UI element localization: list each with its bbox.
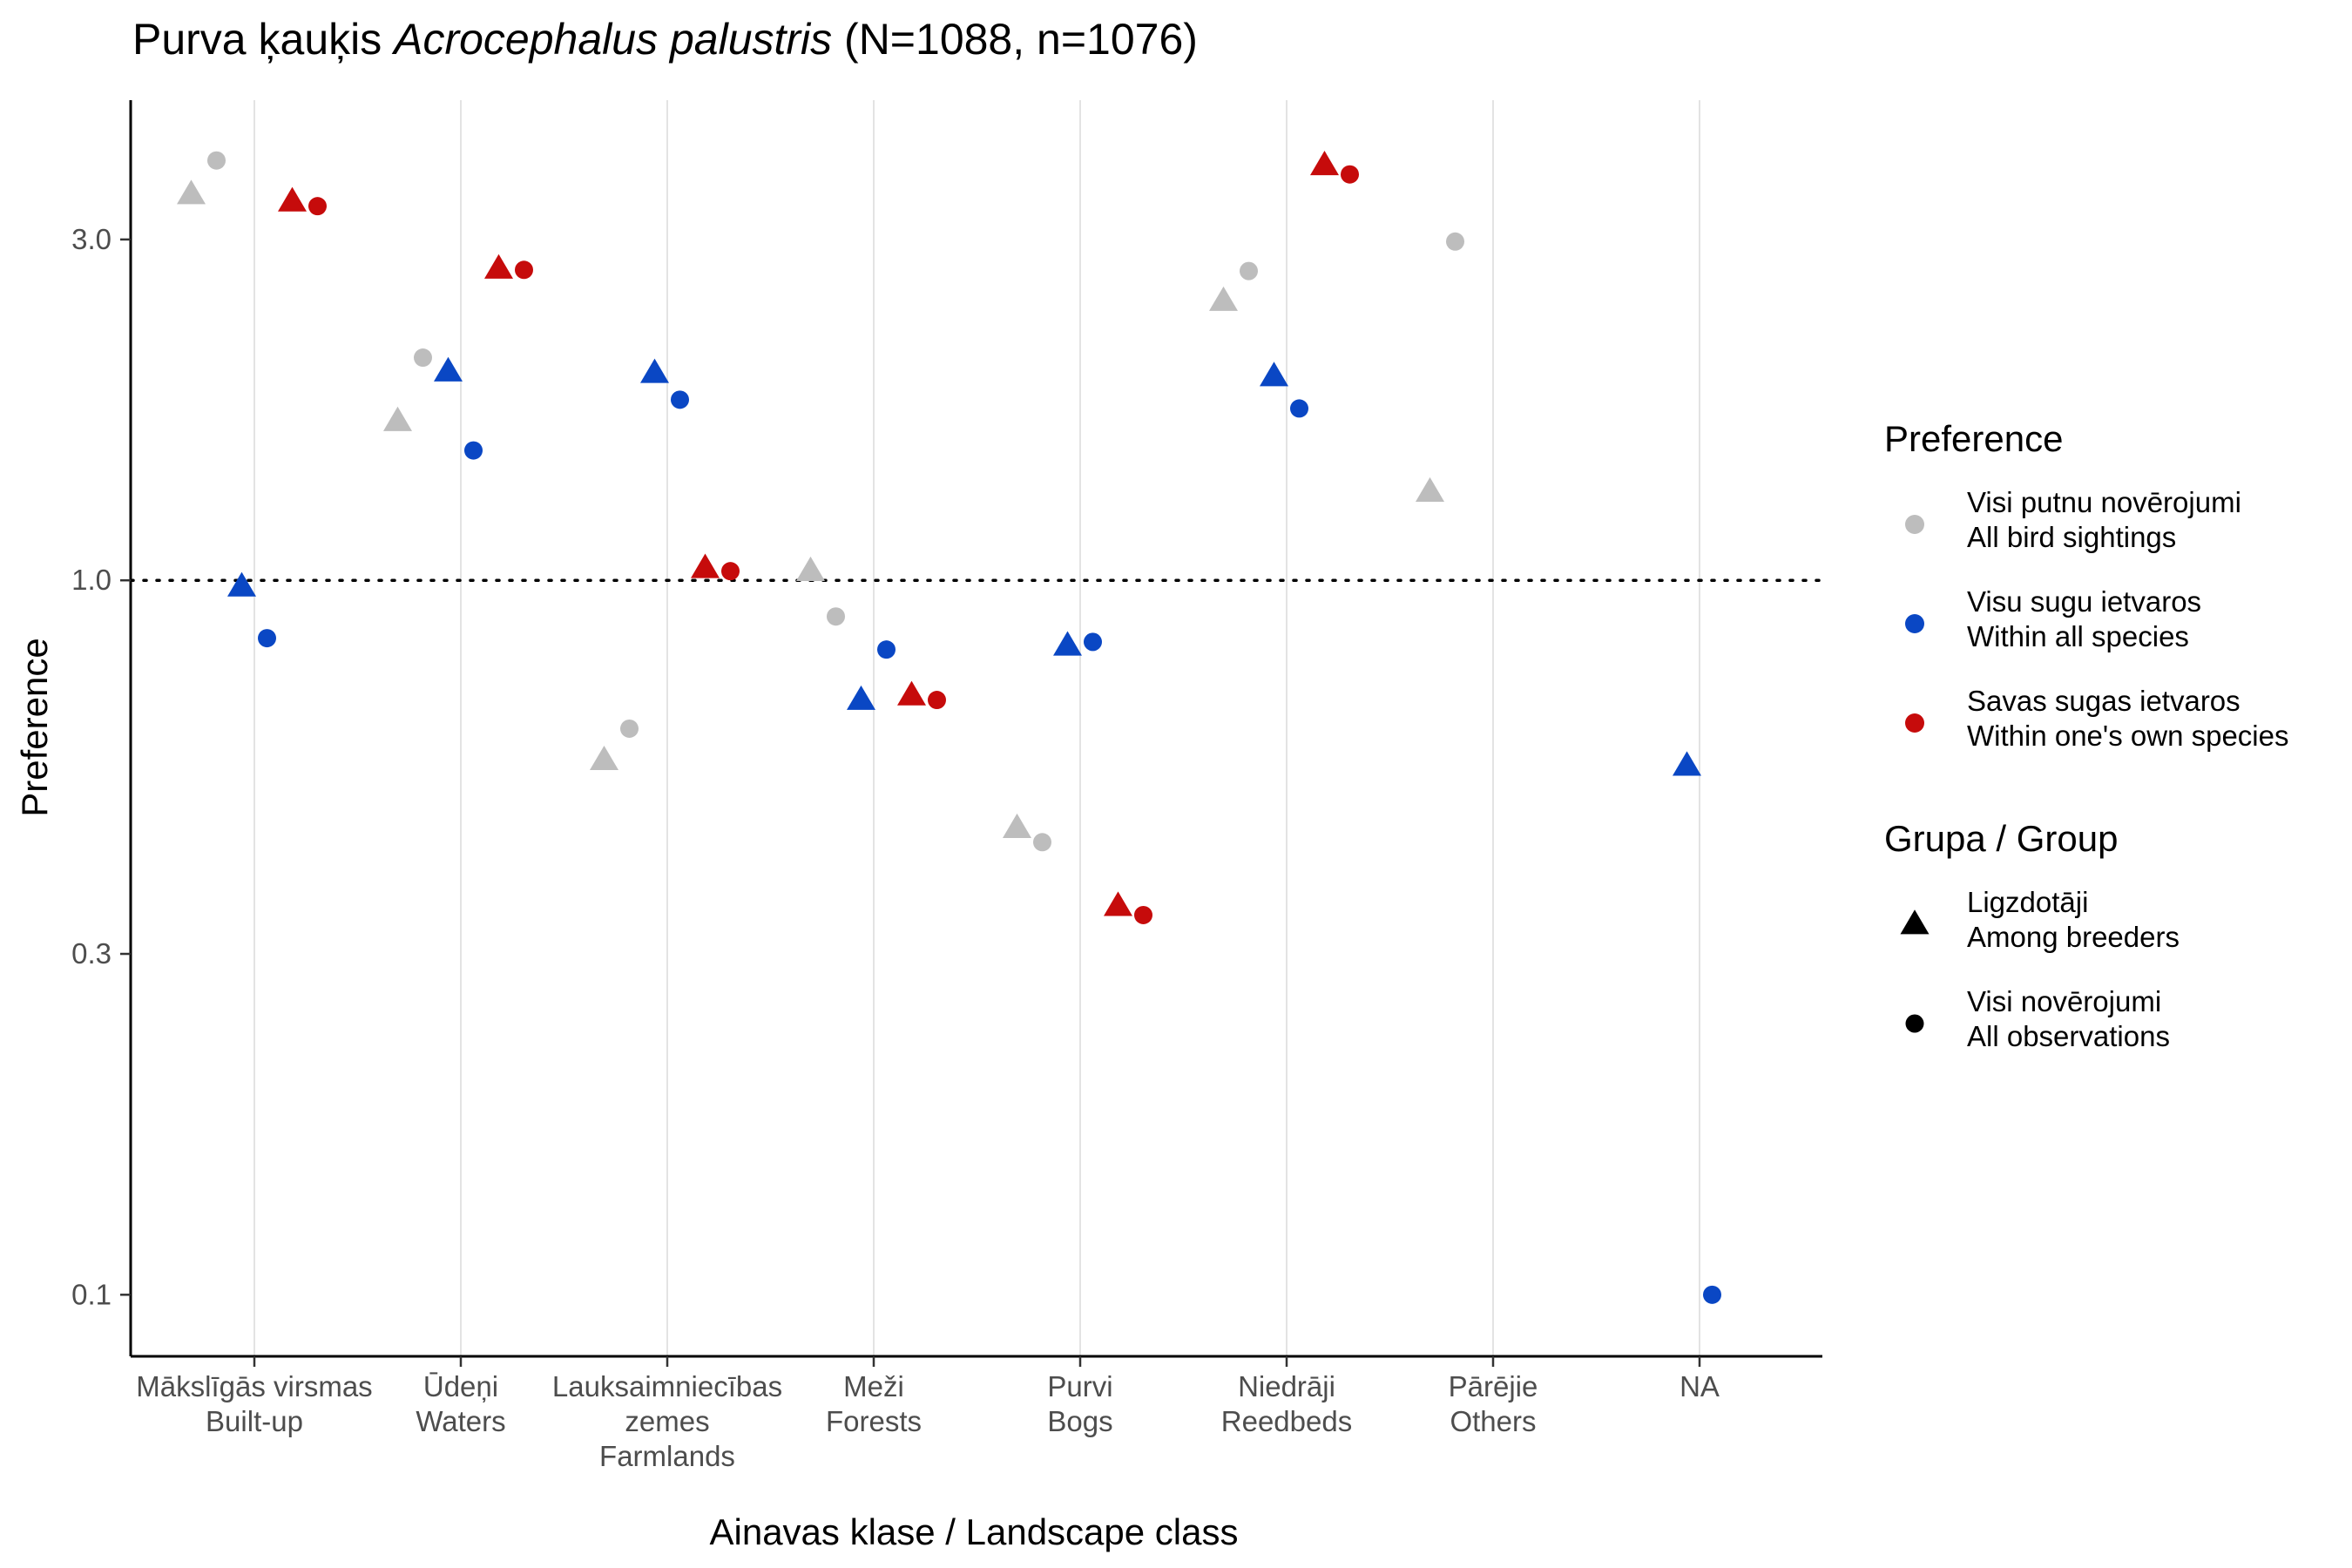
point-within_all-breeders-14 bbox=[640, 358, 669, 383]
point-within_own-breeders-22 bbox=[897, 680, 926, 706]
point-within_all-all-27 bbox=[1084, 632, 1102, 652]
x-tick-label-5: Niedrāji Reedbeds bbox=[1221, 1370, 1352, 1437]
point-all_sightings-breeders-24 bbox=[1003, 813, 1031, 838]
point-within_own-breeders-28 bbox=[1104, 891, 1132, 916]
point-within_own-all-23 bbox=[928, 691, 946, 710]
point-all_sightings-breeders-30 bbox=[1209, 286, 1238, 311]
point-within_all-breeders-8 bbox=[434, 356, 463, 382]
point-within_all-all-33 bbox=[1290, 399, 1308, 418]
point-all_sightings-breeders-18 bbox=[796, 556, 825, 582]
point-within_all-breeders-38 bbox=[1673, 751, 1701, 776]
legend-pref-label-all_sightings: Visi putnu novērojumi All bird sightings bbox=[1967, 486, 2241, 553]
point-all_sightings-all-25 bbox=[1033, 833, 1051, 852]
legend: Preference Visi putnu novērojumi All bird… bbox=[1884, 418, 2288, 1052]
legend-pref-key-within_own bbox=[1905, 713, 1924, 733]
point-all_sightings-all-13 bbox=[620, 719, 639, 738]
x-tick-label-1: Ūdeņi Waters bbox=[416, 1370, 505, 1437]
point-within_all-breeders-20 bbox=[847, 685, 875, 710]
legend-group-label-triangle: Ligzdotāji Among breeders bbox=[1967, 886, 2180, 953]
point-within_all-breeders-26 bbox=[1053, 631, 1082, 656]
legend-pref-key-within_all bbox=[1905, 614, 1924, 633]
y-axis-title: Preference bbox=[14, 638, 55, 816]
y-tick-label-0: 0.1 bbox=[71, 1278, 112, 1310]
legend-preference-title: Preference bbox=[1884, 418, 2063, 459]
legend-pref-key-all_sightings bbox=[1905, 515, 1924, 534]
chart-title: Purva ķauķis Acrocephalus palustris (N=1… bbox=[132, 15, 1198, 64]
point-within_own-breeders-16 bbox=[691, 553, 720, 578]
point-within_own-breeders-10 bbox=[484, 253, 513, 279]
legend-pref-label-within_own: Savas sugas ietvaros Within one's own spe… bbox=[1967, 685, 2288, 752]
chart-title-counts: (N=1088, n=1076) bbox=[832, 15, 1198, 64]
point-all_sightings-all-37 bbox=[1446, 232, 1464, 251]
point-within_own-all-5 bbox=[308, 197, 327, 216]
point-within_all-all-21 bbox=[877, 640, 896, 659]
y-tick-label-3: 3.0 bbox=[71, 223, 112, 255]
point-all_sightings-breeders-0 bbox=[177, 179, 206, 205]
grid-layer bbox=[253, 100, 1700, 1356]
legend-pref-label-within_all: Visu sugu ietvaros Within all species bbox=[1967, 585, 2201, 652]
point-within_own-all-29 bbox=[1134, 905, 1152, 924]
legend-group-title: Grupa / Group bbox=[1884, 818, 2118, 859]
point-within_own-all-35 bbox=[1341, 165, 1359, 184]
point-within_own-all-17 bbox=[721, 562, 740, 581]
x-tick-label-2: Lauksaimniecības zemes Farmlands bbox=[552, 1370, 782, 1472]
points-layer bbox=[177, 151, 1721, 1304]
point-within_own-breeders-34 bbox=[1310, 151, 1339, 176]
point-all_sightings-breeders-6 bbox=[383, 406, 412, 431]
chart-title-plain: Purva ķauķis bbox=[132, 15, 394, 64]
point-all_sightings-all-19 bbox=[827, 607, 845, 626]
point-within_all-all-15 bbox=[671, 390, 689, 409]
point-within_all-all-3 bbox=[258, 629, 276, 648]
y-tick-label-2: 1.0 bbox=[71, 564, 112, 596]
point-all_sightings-all-1 bbox=[207, 151, 226, 170]
x-tick-label-7: NA bbox=[1680, 1370, 1720, 1402]
point-all_sightings-all-7 bbox=[414, 348, 432, 368]
legend-group-key-triangle bbox=[1900, 909, 1930, 935]
axis-layer: 0.1 0.3 1.0 3.0 Mākslīgās virsmas Built-up Ūde… bbox=[71, 100, 1822, 1472]
y-tick-label-1: 0.3 bbox=[71, 937, 112, 970]
point-within_all-all-39 bbox=[1703, 1285, 1721, 1304]
point-all_sightings-breeders-12 bbox=[590, 745, 618, 771]
legend-group-key-circle bbox=[1905, 1014, 1924, 1033]
legend-preference-items: Visi putnu novērojumi All bird sightings V… bbox=[1905, 486, 2288, 752]
point-within_own-breeders-4 bbox=[278, 186, 307, 212]
point-within_all-all-9 bbox=[464, 441, 483, 460]
x-tick-label-6: Pārējie Others bbox=[1449, 1370, 1538, 1437]
x-axis-title: Ainavas klase / Landscape class bbox=[709, 1511, 1238, 1552]
x-tick-label-3: Meži Forests bbox=[826, 1370, 922, 1437]
point-within_own-all-11 bbox=[515, 260, 533, 280]
x-tick-label-4: Purvi Bogs bbox=[1047, 1370, 1112, 1437]
point-all_sightings-all-31 bbox=[1240, 261, 1258, 280]
legend-group-items: Ligzdotāji Among breeders Visi novērojumi A… bbox=[1900, 886, 2180, 1052]
x-tick-label-0: Mākslīgās virsmas Built-up bbox=[136, 1370, 372, 1437]
point-within_all-breeders-32 bbox=[1260, 362, 1288, 387]
point-within_all-breeders-2 bbox=[227, 571, 256, 597]
point-all_sightings-breeders-36 bbox=[1416, 476, 1444, 502]
legend-group-label-circle: Visi novērojumi All observations bbox=[1967, 985, 2170, 1052]
chart-title-species: Acrocephalus palustris bbox=[391, 15, 832, 64]
